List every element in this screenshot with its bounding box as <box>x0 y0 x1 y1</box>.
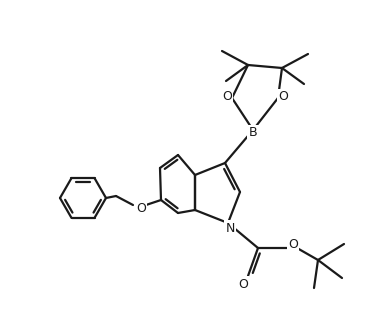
Text: O: O <box>222 90 232 103</box>
Text: O: O <box>288 239 298 252</box>
Text: B: B <box>249 126 257 139</box>
Text: O: O <box>278 90 288 103</box>
Text: N: N <box>225 221 235 235</box>
Text: O: O <box>136 202 146 214</box>
Text: O: O <box>238 278 248 291</box>
